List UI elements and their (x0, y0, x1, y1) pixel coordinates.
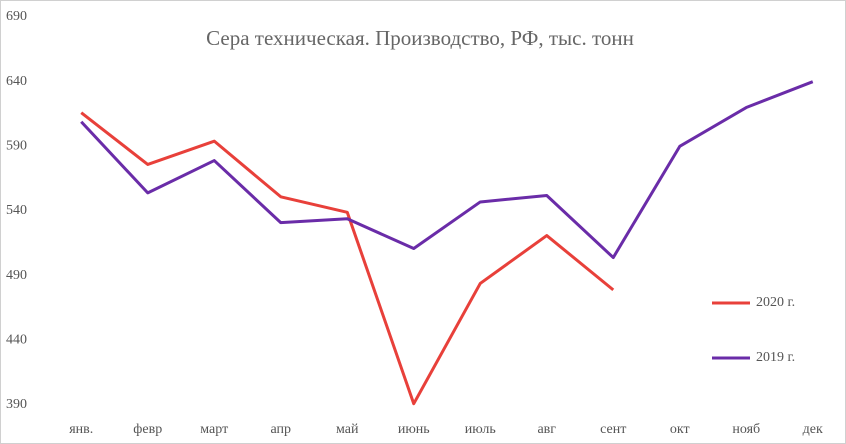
x-tick-label: янв. (69, 422, 93, 437)
y-tick-label: 540 (6, 203, 27, 218)
legend-label: 2020 г. (756, 295, 795, 310)
x-tick-label: авг (537, 422, 556, 437)
chart-title: Сера техническая. Производство, РФ, тыс.… (206, 26, 634, 50)
x-tick-label: июль (465, 422, 496, 437)
x-tick-label: февр (133, 422, 162, 437)
x-tick-label: нояб (732, 422, 760, 437)
line-series (80, 80, 814, 260)
y-tick-label: 490 (6, 268, 27, 283)
y-tick-label: 590 (6, 139, 27, 154)
x-tick-label: март (200, 422, 228, 437)
x-tick-label: апр (270, 422, 291, 437)
legend-label: 2019 г. (756, 350, 795, 365)
x-tick-label: июнь (398, 422, 430, 437)
x-tick-label: дек (803, 422, 823, 437)
line-series (80, 111, 615, 406)
x-tick-label: сент (600, 422, 626, 437)
y-tick-label: 440 (6, 333, 27, 348)
y-tick-label: 390 (6, 397, 27, 412)
y-tick-label: 640 (6, 74, 27, 89)
x-tick-label: окт (670, 422, 690, 437)
x-tick-label: май (336, 422, 359, 437)
y-tick-label: 690 (6, 9, 27, 24)
